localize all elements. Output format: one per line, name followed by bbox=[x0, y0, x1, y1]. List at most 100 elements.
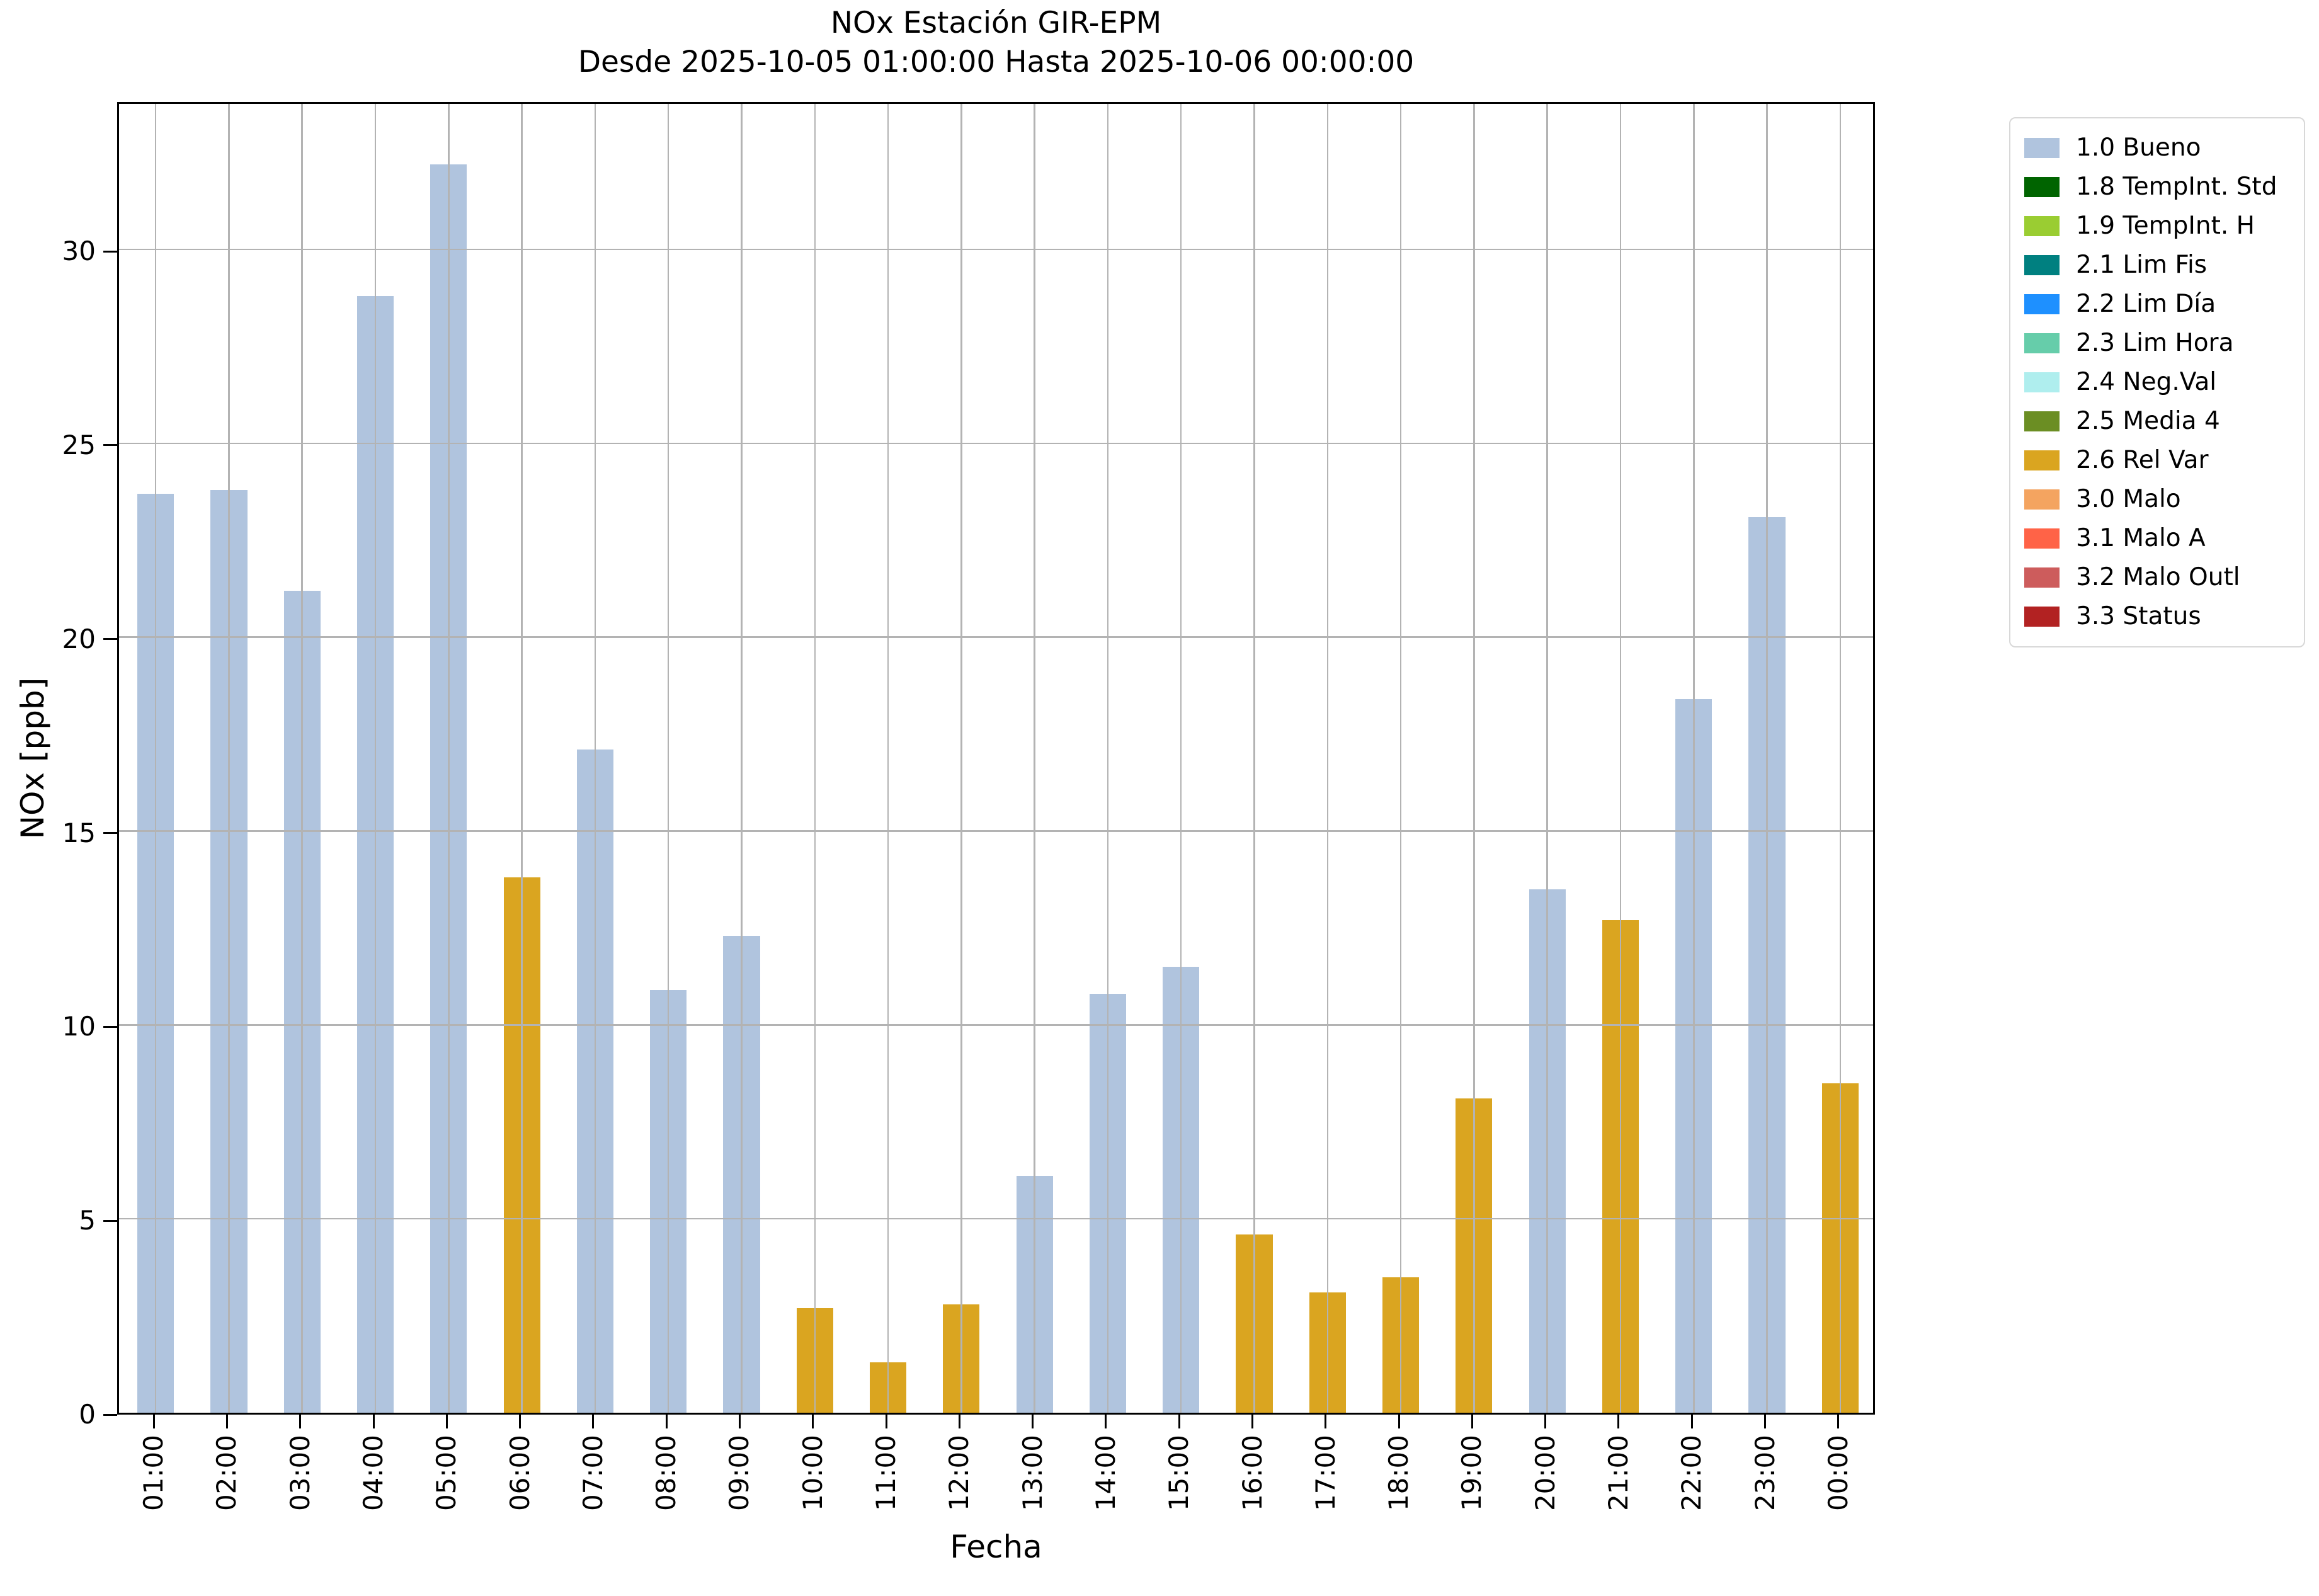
legend-item-label: 1.8 TempInt. Std bbox=[2076, 173, 2277, 201]
vertical-gridline bbox=[228, 104, 230, 1413]
y-tick-label: 5 bbox=[79, 1205, 96, 1236]
horizontal-gridline bbox=[119, 830, 1873, 832]
y-tick-label: 15 bbox=[62, 817, 96, 848]
x-tick-mark bbox=[1251, 1415, 1254, 1428]
x-tick-mark bbox=[885, 1415, 887, 1428]
horizontal-gridline bbox=[119, 1217, 1873, 1220]
horizontal-gridline bbox=[119, 1024, 1873, 1026]
vertical-gridline bbox=[154, 104, 157, 1413]
legend-swatch bbox=[2024, 333, 2060, 353]
y-tick-label: 30 bbox=[62, 236, 96, 267]
legend-swatch bbox=[2024, 177, 2060, 197]
horizontal-gridline bbox=[119, 636, 1873, 638]
vertical-gridline bbox=[814, 104, 816, 1413]
legend-swatch bbox=[2024, 450, 2060, 470]
vertical-gridline bbox=[448, 104, 450, 1413]
legend-row: 2.6 Rel Var bbox=[2024, 441, 2290, 480]
chart-title-line2: Desde 2025-10-05 01:00:00 Hasta 2025-10-… bbox=[578, 45, 1415, 79]
y-tick-mark bbox=[103, 638, 117, 641]
legend-row: 1.9 TempInt. H bbox=[2024, 207, 2290, 246]
legend-item-label: 3.3 Status bbox=[2076, 602, 2201, 630]
legend-item-label: 2.1 Lim Fis bbox=[2076, 251, 2208, 279]
y-tick-mark bbox=[103, 1219, 117, 1222]
horizontal-gridline bbox=[119, 442, 1873, 445]
vertical-gridline bbox=[887, 104, 889, 1413]
vertical-gridline bbox=[667, 104, 669, 1413]
legend-swatch bbox=[2024, 372, 2060, 392]
vertical-gridline bbox=[1839, 104, 1842, 1413]
legend-item-label: 2.2 Lim Día bbox=[2076, 290, 2216, 318]
vertical-gridline bbox=[1180, 104, 1182, 1413]
legend-item-label: 3.0 Malo bbox=[2076, 485, 2181, 513]
x-tick-mark bbox=[1544, 1415, 1547, 1428]
x-tick-mark bbox=[1105, 1415, 1107, 1428]
y-tick-mark bbox=[103, 250, 117, 253]
vertical-gridline bbox=[1253, 104, 1255, 1413]
legend-row: 3.1 Malo A bbox=[2024, 519, 2290, 558]
vertical-gridline bbox=[1546, 104, 1548, 1413]
legend-row: 2.4 Neg.Val bbox=[2024, 363, 2290, 402]
y-tick-label: 25 bbox=[62, 429, 96, 460]
legend-row: 2.3 Lim Hora bbox=[2024, 324, 2290, 363]
x-tick-mark bbox=[152, 1415, 155, 1428]
legend-swatch bbox=[2024, 138, 2060, 158]
x-tick-mark bbox=[1690, 1415, 1693, 1428]
legend: 1.0 Bueno 1.8 TempInt. Std 1.9 TempInt. H 2… bbox=[2009, 117, 2305, 647]
x-axis-label: Fecha bbox=[950, 1529, 1042, 1565]
vertical-gridline bbox=[1326, 104, 1329, 1413]
y-tick-label: 0 bbox=[79, 1399, 96, 1430]
vertical-gridline bbox=[1473, 104, 1475, 1413]
legend-swatch bbox=[2024, 411, 2060, 431]
plot-area bbox=[117, 102, 1875, 1415]
y-tick-mark bbox=[103, 1025, 117, 1028]
x-tick-mark bbox=[1178, 1415, 1180, 1428]
x-tick-mark bbox=[519, 1415, 521, 1428]
x-tick-mark bbox=[812, 1415, 814, 1428]
y-tick-mark bbox=[103, 1413, 117, 1416]
vertical-gridline bbox=[1693, 104, 1695, 1413]
legend-item-label: 1.9 TempInt. H bbox=[2076, 212, 2255, 240]
x-tick-mark bbox=[665, 1415, 668, 1428]
legend-item-label: 2.4 Neg.Val bbox=[2076, 368, 2217, 396]
chart-title-line1: NOx Estación GIR-EPM bbox=[830, 6, 1162, 40]
legend-swatch bbox=[2024, 294, 2060, 314]
vertical-gridline bbox=[960, 104, 962, 1413]
x-tick-mark bbox=[372, 1415, 375, 1428]
x-tick-mark bbox=[1032, 1415, 1034, 1428]
legend-swatch bbox=[2024, 607, 2060, 627]
vertical-gridline bbox=[374, 104, 377, 1413]
x-tick-mark bbox=[1471, 1415, 1473, 1428]
vertical-gridline bbox=[1107, 104, 1109, 1413]
y-tick-mark bbox=[103, 444, 117, 447]
legend-swatch bbox=[2024, 567, 2060, 588]
legend-row: 2.5 Media 4 bbox=[2024, 402, 2290, 441]
x-tick-mark bbox=[592, 1415, 595, 1428]
vertical-gridline bbox=[1766, 104, 1768, 1413]
vertical-gridline bbox=[741, 104, 743, 1413]
legend-row: 1.0 Bueno bbox=[2024, 128, 2290, 168]
y-tick-label: 20 bbox=[62, 623, 96, 654]
legend-swatch bbox=[2024, 216, 2060, 236]
legend-row: 3.3 Status bbox=[2024, 597, 2290, 636]
vertical-gridline bbox=[1034, 104, 1035, 1413]
vertical-gridline bbox=[594, 104, 596, 1413]
legend-item-label: 3.1 Malo A bbox=[2076, 524, 2206, 552]
x-tick-mark bbox=[1764, 1415, 1767, 1428]
x-tick-mark bbox=[738, 1415, 741, 1428]
legend-swatch bbox=[2024, 489, 2060, 510]
legend-item-label: 2.6 Rel Var bbox=[2076, 446, 2209, 474]
legend-row: 3.2 Malo Outl bbox=[2024, 558, 2290, 597]
vertical-gridline bbox=[1619, 104, 1622, 1413]
x-tick-mark bbox=[1398, 1415, 1400, 1428]
legend-swatch bbox=[2024, 528, 2060, 549]
vertical-gridline bbox=[521, 104, 523, 1413]
legend-row: 2.2 Lim Día bbox=[2024, 285, 2290, 324]
x-tick-mark bbox=[299, 1415, 302, 1428]
vertical-gridline bbox=[301, 104, 303, 1413]
horizontal-gridline bbox=[119, 248, 1873, 251]
legend-item-label: 1.0 Bueno bbox=[2076, 134, 2201, 162]
legend-row: 1.8 TempInt. Std bbox=[2024, 168, 2290, 207]
x-tick-mark bbox=[1617, 1415, 1620, 1428]
legend-row: 2.1 Lim Fis bbox=[2024, 246, 2290, 285]
